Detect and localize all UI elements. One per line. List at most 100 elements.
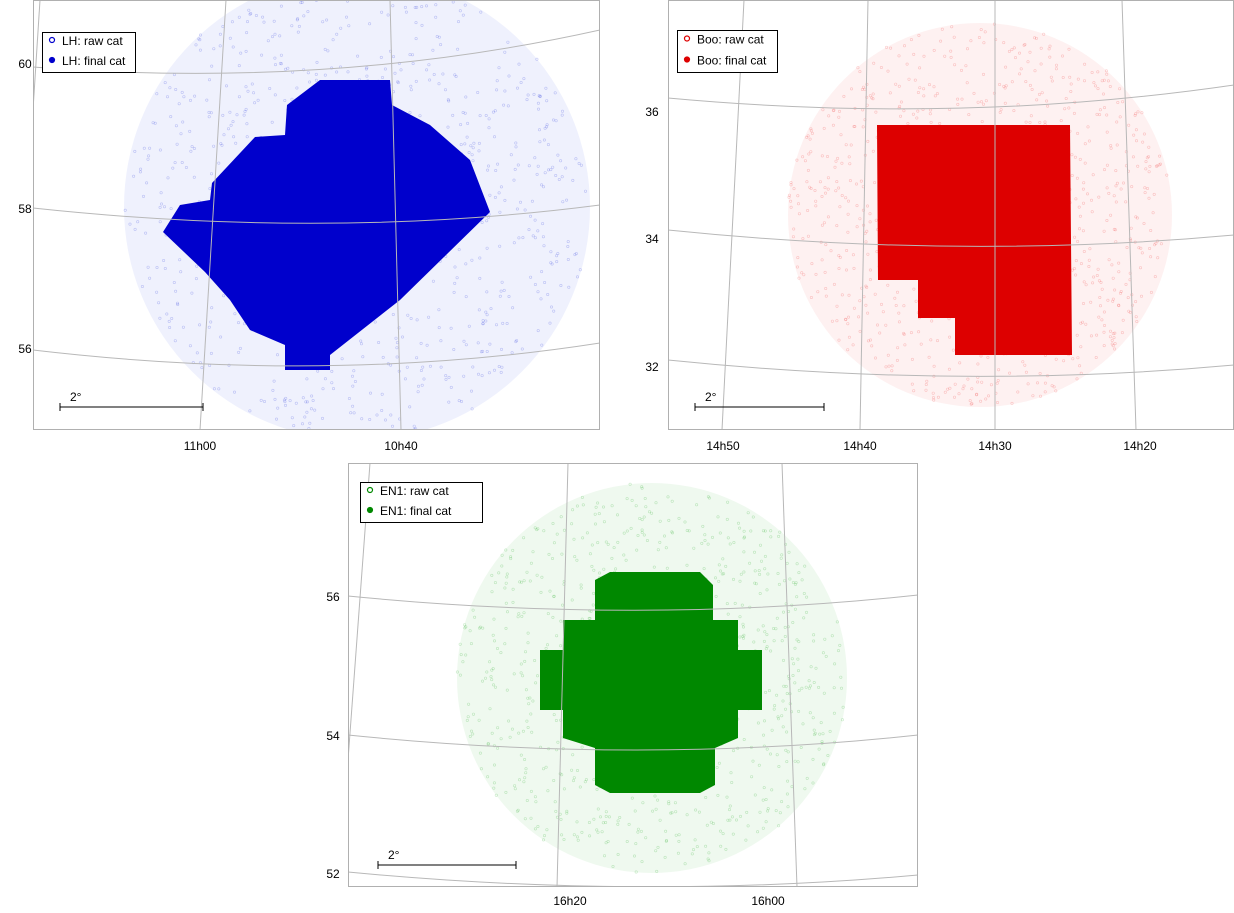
raw-source	[796, 202, 800, 206]
raw-source	[1142, 132, 1146, 136]
raw-source	[866, 311, 870, 315]
raw-source	[449, 326, 453, 330]
raw-source	[756, 628, 760, 632]
raw-source	[1030, 88, 1034, 92]
legend-label: LH: final cat	[62, 54, 126, 68]
raw-source	[540, 183, 544, 187]
raw-source	[1111, 297, 1115, 301]
raw-source	[244, 85, 248, 89]
raw-source	[783, 625, 787, 629]
raw-source	[811, 716, 815, 720]
raw-source	[439, 339, 443, 343]
raw-source	[744, 838, 748, 842]
raw-source	[1105, 163, 1109, 167]
final-footprint	[877, 125, 1072, 355]
raw-source	[866, 139, 870, 143]
raw-source	[739, 572, 743, 576]
raw-source	[818, 180, 822, 184]
raw-source	[471, 365, 475, 369]
raw-source	[519, 753, 523, 757]
raw-source	[499, 347, 503, 351]
raw-source	[821, 651, 825, 655]
raw-source	[467, 702, 471, 706]
raw-source	[797, 212, 801, 216]
raw-source	[565, 198, 569, 202]
raw-source	[802, 591, 806, 595]
raw-source	[533, 526, 537, 530]
raw-source	[1050, 79, 1054, 83]
raw-source	[182, 95, 186, 99]
raw-source	[447, 99, 451, 103]
raw-source	[551, 118, 555, 122]
raw-source	[455, 670, 459, 674]
raw-source	[559, 718, 563, 722]
raw-source	[746, 511, 750, 515]
raw-source	[616, 540, 620, 544]
raw-source	[792, 227, 796, 231]
raw-source	[664, 829, 668, 833]
raw-source	[554, 718, 558, 722]
raw-source	[1023, 42, 1027, 46]
raw-source	[1099, 304, 1103, 308]
raw-source	[852, 125, 856, 129]
raw-source	[669, 811, 673, 815]
raw-source	[1115, 143, 1119, 147]
raw-source	[1077, 205, 1081, 209]
raw-source	[1043, 120, 1047, 124]
raw-source	[420, 383, 424, 387]
raw-source	[777, 824, 781, 828]
raw-source	[1147, 196, 1151, 200]
raw-source	[840, 718, 844, 722]
raw-source	[834, 159, 838, 163]
raw-source	[754, 582, 758, 586]
raw-source	[380, 10, 384, 14]
raw-source	[1083, 62, 1087, 66]
raw-source	[248, 12, 252, 16]
raw-source	[523, 208, 527, 212]
raw-source	[412, 424, 416, 428]
raw-source	[158, 316, 162, 320]
raw-source	[1010, 48, 1014, 52]
raw-source	[1089, 300, 1093, 304]
raw-source	[761, 733, 765, 737]
raw-source	[1134, 112, 1138, 116]
raw-source	[995, 381, 999, 385]
raw-source	[305, 377, 309, 381]
raw-source	[583, 780, 587, 784]
raw-source	[859, 179, 863, 183]
raw-source	[1067, 47, 1071, 51]
raw-source	[1117, 303, 1121, 307]
raw-source	[936, 395, 940, 399]
graticule	[1121, 0, 1137, 430]
raw-source	[524, 688, 528, 692]
raw-source	[485, 290, 489, 294]
raw-source	[820, 740, 824, 744]
x-tick-label: 14h40	[843, 439, 877, 453]
raw-source	[178, 258, 182, 262]
raw-source	[453, 281, 457, 285]
raw-source	[643, 496, 647, 500]
raw-source	[492, 786, 496, 790]
raw-source	[519, 81, 523, 85]
raw-source	[602, 567, 606, 571]
raw-source	[835, 224, 839, 228]
raw-source	[132, 174, 136, 178]
raw-source	[858, 217, 862, 221]
raw-source	[294, 401, 298, 405]
raw-source	[865, 285, 869, 289]
raw-source	[244, 107, 248, 111]
raw-source	[820, 154, 824, 158]
raw-source	[1143, 191, 1147, 195]
raw-source	[868, 268, 872, 272]
raw-source	[208, 78, 212, 82]
raw-source	[995, 400, 999, 404]
raw-source	[491, 633, 495, 637]
legend-box	[677, 30, 778, 73]
raw-source	[560, 113, 564, 117]
raw-source	[323, 73, 327, 77]
raw-source	[1140, 111, 1144, 115]
raw-source	[490, 678, 494, 682]
raw-source	[718, 569, 722, 573]
raw-source	[602, 520, 606, 524]
